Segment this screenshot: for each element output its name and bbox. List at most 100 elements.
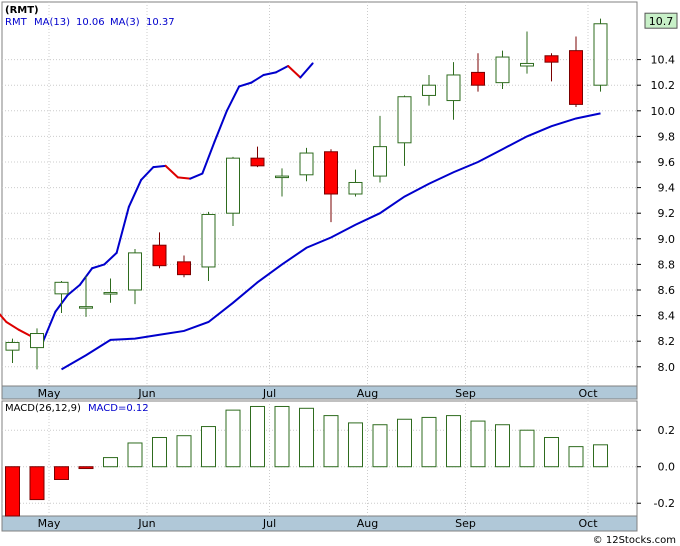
candle-body bbox=[103, 292, 118, 295]
macd-bar bbox=[54, 466, 69, 480]
price-tick-label: 9.8 bbox=[658, 130, 676, 143]
macd-month-bar bbox=[1, 515, 638, 532]
macd-legend-value: MACD=0.12 bbox=[88, 403, 149, 414]
ma13-path bbox=[61, 112, 601, 371]
ma3-legend-prefix: RMT bbox=[5, 17, 28, 28]
ma3-segment bbox=[5, 321, 20, 331]
price-month-labels: May Jun Jul Aug Sep Oct bbox=[38, 387, 599, 400]
ma3-segment bbox=[140, 166, 155, 181]
macd-bar bbox=[5, 466, 20, 517]
candle-body bbox=[422, 84, 436, 96]
candle-body bbox=[348, 181, 363, 195]
macd-tick-label: -0.2 bbox=[654, 497, 675, 510]
candle-body bbox=[495, 56, 510, 84]
candle-body bbox=[520, 62, 534, 67]
last-price-label: 10.7 bbox=[649, 15, 674, 28]
price-tick-label: 8.4 bbox=[658, 310, 676, 323]
macd-bar bbox=[470, 420, 486, 468]
candle-body bbox=[128, 252, 142, 291]
price-tick-label: 10.0 bbox=[651, 105, 676, 118]
price-panel bbox=[1, 1, 638, 400]
footer-credit: © 12Stocks.com bbox=[593, 535, 676, 546]
ma3-segment bbox=[164, 164, 179, 179]
macd-bar bbox=[421, 416, 437, 468]
macd-month-label: Jun bbox=[137, 517, 155, 530]
macd-bar bbox=[103, 457, 118, 468]
ma3-segment bbox=[66, 283, 81, 297]
price-tick-label: 9.4 bbox=[658, 182, 676, 195]
price-tick-label: 10.4 bbox=[651, 54, 676, 67]
ma3-segment bbox=[152, 164, 167, 169]
ma3-segment bbox=[0, 313, 8, 323]
candle-body bbox=[324, 151, 338, 195]
price-tick-label: 8.0 bbox=[658, 361, 676, 374]
price-tick-label: 9.2 bbox=[658, 207, 676, 220]
macd-month-label: May bbox=[38, 517, 61, 530]
price-month-label: May bbox=[38, 387, 61, 400]
candle-body bbox=[471, 71, 485, 86]
price-month-label: Jul bbox=[262, 387, 276, 400]
macd-bar bbox=[495, 424, 510, 468]
candle-body bbox=[569, 50, 583, 105]
candle-body bbox=[544, 55, 559, 63]
ma13-legend-label: MA(13) bbox=[34, 17, 70, 28]
candle-body bbox=[299, 152, 314, 176]
macd-tick-label: 0.0 bbox=[658, 461, 676, 474]
candle-body bbox=[446, 74, 461, 102]
ma3-segment bbox=[127, 178, 143, 208]
price-tick-label: 8.2 bbox=[658, 335, 676, 348]
ma3-segment bbox=[262, 71, 277, 76]
ma13-line bbox=[61, 112, 601, 371]
candle-body bbox=[373, 146, 387, 177]
macd-bar bbox=[225, 409, 241, 468]
candle-body bbox=[593, 23, 608, 86]
macd-bar bbox=[176, 435, 192, 468]
price-tick-label: 9.6 bbox=[658, 156, 676, 169]
macd-bar bbox=[348, 422, 363, 468]
macd-bar bbox=[544, 437, 559, 468]
ma3-segment bbox=[91, 263, 106, 270]
macd-legend-label: MACD(26,12,9) bbox=[5, 403, 81, 414]
ma3-legend-value: 10.37 bbox=[146, 17, 175, 28]
macd-bar bbox=[201, 426, 216, 468]
macd-month-label: Aug bbox=[357, 517, 378, 530]
macd-bar bbox=[519, 429, 535, 468]
macd-month-label: Sep bbox=[455, 517, 476, 530]
price-tick-label: 8.6 bbox=[658, 284, 676, 297]
price-month-label: Oct bbox=[578, 387, 598, 400]
macd-bar bbox=[372, 424, 388, 468]
macd-bar bbox=[397, 418, 412, 468]
macd-bars bbox=[5, 405, 608, 517]
ticker-label: (RMT) bbox=[5, 5, 39, 16]
last-price-tag bbox=[644, 12, 678, 29]
macd-bar bbox=[593, 444, 608, 468]
candle-body bbox=[226, 157, 240, 214]
candle-body bbox=[397, 96, 412, 144]
macd-bar bbox=[568, 446, 584, 468]
ma3-segment bbox=[274, 65, 290, 74]
ma3-segment bbox=[238, 81, 253, 88]
macd-axis: -0.2 0.0 0.2 bbox=[637, 424, 675, 510]
candle-body bbox=[201, 213, 216, 268]
macd-month-lines bbox=[48, 401, 589, 516]
candle-body bbox=[177, 261, 191, 276]
candle-body bbox=[250, 157, 265, 167]
ma3-segment bbox=[189, 172, 204, 180]
macd-bar bbox=[29, 466, 45, 501]
ma3-segment bbox=[287, 65, 302, 79]
price-tick-label: 8.8 bbox=[658, 258, 676, 271]
macd-bar bbox=[299, 407, 314, 468]
candle-body bbox=[54, 281, 69, 295]
ma3-segment bbox=[213, 109, 228, 143]
ma3-segment bbox=[115, 205, 130, 254]
candle-body bbox=[275, 175, 289, 179]
ma3-segment bbox=[299, 62, 314, 79]
price-month-label: Aug bbox=[357, 387, 378, 400]
macd-bar bbox=[250, 405, 265, 468]
ma3-segment bbox=[103, 251, 118, 266]
price-month-label: Jun bbox=[137, 387, 155, 400]
price-month-bar bbox=[1, 385, 638, 400]
ma3-legend-label: MA(3) bbox=[110, 17, 140, 28]
macd-bar bbox=[323, 415, 339, 468]
